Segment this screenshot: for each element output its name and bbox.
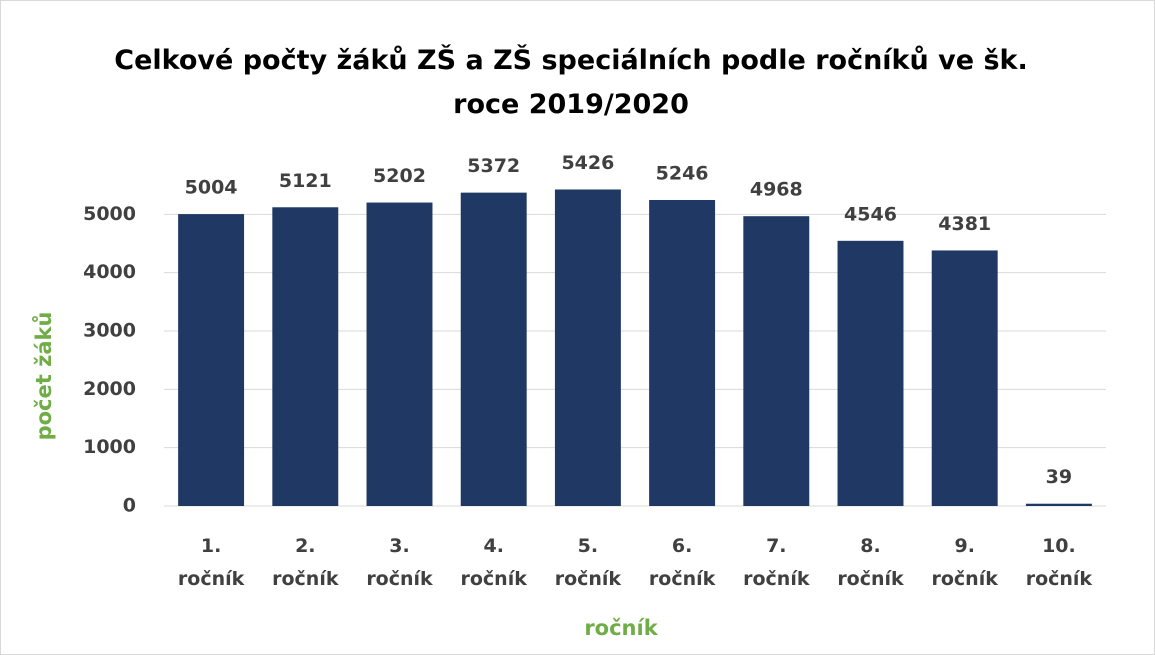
- bar: [1025, 503, 1092, 506]
- bar: [554, 189, 621, 506]
- data-label: 5426: [561, 152, 614, 174]
- data-label: 4381: [938, 213, 991, 235]
- x-tick-label: 9. ročník: [932, 535, 999, 590]
- data-label: 39: [1046, 466, 1072, 488]
- data-label: 4968: [750, 179, 803, 201]
- bar: [649, 199, 716, 506]
- data-label: 4546: [844, 203, 897, 225]
- x-tick-label: 2. ročník: [272, 535, 339, 590]
- y-tick-label: 3000: [83, 320, 136, 342]
- x-tick-label: 6. ročník: [649, 535, 716, 590]
- x-tick-label: 3. ročník: [366, 535, 433, 590]
- x-tick-label: 1. ročník: [178, 535, 245, 590]
- bar: [931, 250, 998, 506]
- bar: [272, 207, 339, 506]
- bar: [837, 240, 904, 507]
- bar: [743, 216, 810, 506]
- y-tick-label: 4000: [83, 261, 136, 283]
- data-label: 5246: [656, 162, 709, 184]
- chart-title: Celkové počty žáků ZŠ a ZŠ speciálních p…: [114, 45, 1028, 120]
- y-axis-title: počet žáků: [32, 312, 56, 441]
- bar: [460, 192, 527, 506]
- data-label: 5202: [373, 165, 426, 187]
- data-label: 5372: [467, 155, 520, 177]
- x-tick-label: 8. ročník: [837, 535, 904, 590]
- y-tick-label: 5000: [83, 203, 136, 225]
- y-tick-label: 1000: [83, 436, 136, 458]
- x-tick-label: 4. ročník: [461, 535, 528, 590]
- bar: [366, 202, 433, 507]
- data-label: 5004: [185, 177, 238, 199]
- y-tick-label: 2000: [83, 378, 136, 400]
- bar: [178, 214, 245, 506]
- x-axis-title: ročník: [584, 616, 658, 640]
- data-label: 5121: [279, 170, 332, 192]
- x-tick-label: 7. ročník: [743, 535, 810, 590]
- y-tick-label: 0: [123, 495, 136, 517]
- x-tick-label: 10. ročník: [1026, 535, 1093, 590]
- x-tick-label: 5. ročník: [555, 535, 622, 590]
